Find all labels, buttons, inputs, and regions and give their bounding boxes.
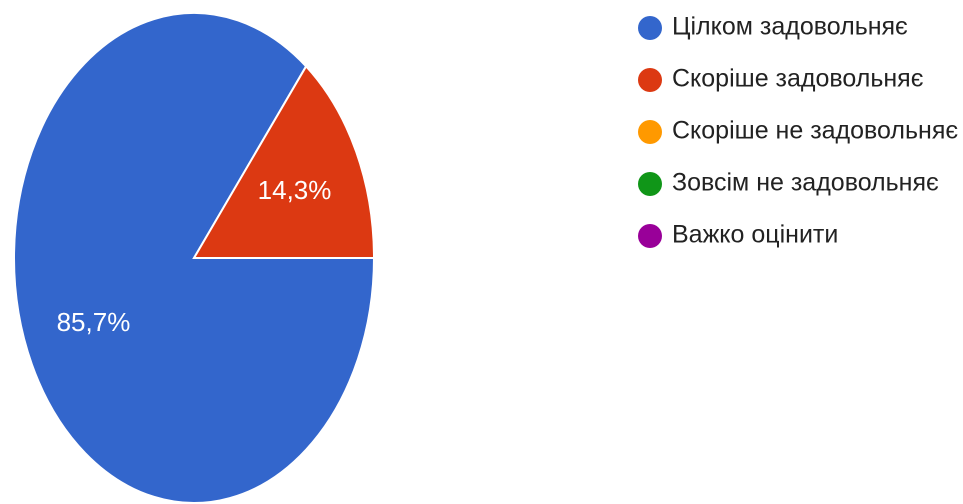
pie-slice-labels: 85,7% 14,3% xyxy=(57,175,332,337)
slice-label-1: 14,3% xyxy=(258,175,332,205)
slice-label-0: 85,7% xyxy=(57,307,131,337)
legend-swatch-4 xyxy=(638,224,662,248)
legend-swatch-0 xyxy=(638,16,662,40)
pie-slice-1 xyxy=(192,64,376,259)
legend-label-4: Важко оцінити xyxy=(672,221,838,249)
legend-label-3: Зовсім не задовольняє xyxy=(672,169,939,197)
legend-swatch-1 xyxy=(638,68,662,92)
pie-slices xyxy=(13,12,376,504)
legend: Цілком задовольняє Скоріше задовольняє Ско… xyxy=(638,13,958,249)
legend-label-0: Цілком задовольняє xyxy=(672,13,908,41)
legend-swatch-2 xyxy=(638,120,662,144)
legend-label-2: Скоріше не задовольняє xyxy=(672,117,958,145)
legend-label-1: Скоріше задовольняє xyxy=(672,65,924,93)
legend-swatch-3 xyxy=(638,172,662,196)
